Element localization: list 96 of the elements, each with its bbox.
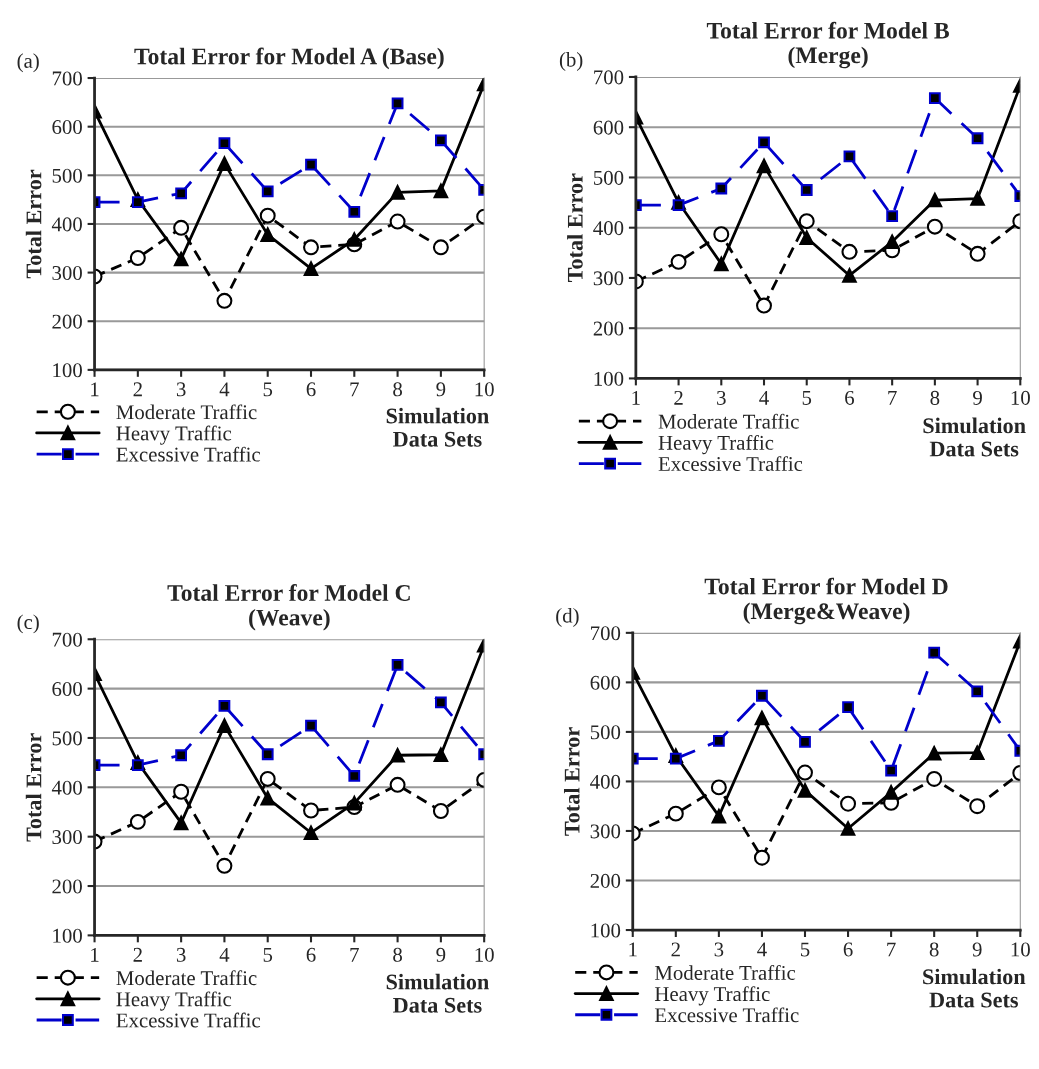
y-tick-label: 500 (52, 731, 82, 746)
x-tick-label: 3 (176, 382, 186, 397)
x-tick-label: 1 (91, 947, 99, 962)
legend-label: Heavy Traffic (658, 434, 774, 455)
chart-title: Total Error for Model A (Base) (134, 47, 444, 70)
legend-label: Moderate Traffic (116, 970, 257, 986)
y-tick-label: 400 (51, 217, 82, 232)
legend-label: Excessive Traffic (654, 1007, 799, 1023)
y-tick-label: 400 (590, 774, 621, 789)
x-axis-title: Simulation Data Sets (923, 417, 1026, 457)
x-tick-label: 4 (219, 382, 230, 397)
y-tick-label: 400 (51, 780, 82, 795)
y-tick-label: 600 (593, 120, 624, 135)
x-tick-label: 7 (350, 382, 359, 397)
x-tick-label: 4 (757, 942, 767, 957)
text: (a) (17, 53, 39, 73)
x-axis-title: Simulation Data Sets (386, 407, 489, 447)
x-tick-label: 10 (1011, 390, 1030, 405)
y-tick-label: 100 (594, 371, 624, 386)
y-tick-label: 200 (593, 321, 624, 336)
x-tick-label: 10 (1011, 942, 1030, 957)
y-tick-label: 200 (590, 873, 621, 888)
x-tick-label: 5 (802, 391, 812, 405)
legend-label: Excessive Traffic (116, 1012, 261, 1028)
x-tick-label: 6 (843, 942, 853, 957)
x-tick-label: 7 (888, 391, 897, 405)
y-tick-label: 300 (593, 271, 624, 286)
y-tick-label: 700 (594, 70, 624, 85)
x-tick-label: 6 (306, 947, 316, 962)
x-tick-label: 6 (845, 390, 855, 405)
y-tick-label: 500 (594, 170, 624, 185)
chart-title: Total Error for Model C (Weave) (167, 584, 410, 631)
x-tick-label: 8 (393, 382, 402, 397)
x-tick-label: 10 (475, 947, 494, 962)
x-tick-label: 2 (133, 382, 142, 397)
legend-label: Excessive Traffic (658, 456, 803, 472)
x-tick-label: 8 (393, 947, 402, 962)
x-tick-label: 7 (350, 947, 359, 962)
x-tick-label: 6 (306, 382, 316, 397)
x-tick-label: 1 (91, 382, 99, 397)
x-tick-label: 8 (930, 390, 940, 405)
x-tick-label: 5 (263, 382, 273, 397)
y-tick-label: 100 (53, 363, 82, 378)
legend-label: Excessive Traffic (116, 446, 261, 462)
text: (c) (17, 614, 39, 634)
y-tick-label: 300 (52, 830, 82, 845)
x-tick-label: 9 (973, 390, 982, 405)
chart-title: Total Error for Model D (Merge&Weave) (704, 577, 948, 625)
x-tick-label: 4 (219, 947, 230, 962)
y-tick-label: 500 (590, 725, 621, 740)
x-axis-title: Simulation Data Sets (923, 968, 1026, 1008)
y-tick-label: 600 (52, 120, 82, 135)
chart-title: Total Error for Model B (Merge) (706, 21, 949, 69)
y-tick-label: 100 (53, 928, 82, 943)
y-tick-label: 700 (591, 626, 621, 641)
x-tick-label: 3 (714, 942, 724, 957)
legend-label: Moderate Traffic (658, 413, 799, 429)
legend-label: Heavy Traffic (654, 986, 770, 1006)
x-tick-label: 2 (133, 947, 142, 962)
legend-label: Heavy Traffic (116, 425, 232, 445)
y-tick-label: 200 (52, 879, 82, 894)
x-tick-label: 2 (671, 942, 680, 957)
y-axis-title: Total Error (25, 169, 42, 279)
y-tick-label: 500 (52, 168, 82, 183)
y-axis-title: Total Error (567, 173, 583, 282)
x-tick-label: 4 (759, 390, 769, 405)
x-tick-label: 10 (475, 382, 494, 397)
x-tick-label: 2 (674, 390, 683, 405)
legend-label: Moderate Traffic (116, 404, 257, 420)
y-tick-label: 400 (593, 221, 624, 236)
y-tick-label: 600 (590, 675, 621, 690)
x-tick-label: 8 (929, 942, 939, 957)
y-tick-label: 700 (52, 71, 82, 86)
y-axis-title: Total Error (563, 727, 580, 836)
text: (d) (556, 608, 579, 627)
x-tick-label: 5 (263, 947, 273, 962)
y-tick-label: 200 (52, 314, 82, 329)
text: (b) (559, 52, 583, 71)
y-tick-label: 700 (52, 632, 82, 647)
y-tick-label: 300 (52, 265, 82, 281)
y-tick-label: 100 (591, 923, 621, 938)
x-tick-label: 3 (717, 390, 726, 405)
x-tick-label: 7 (887, 942, 896, 957)
x-tick-label: 9 (436, 382, 446, 397)
legend-label: Heavy Traffic (116, 991, 232, 1011)
x-tick-label: 5 (801, 942, 810, 957)
legend-label: Moderate Traffic (654, 965, 796, 980)
x-tick-label: 1 (629, 942, 637, 957)
x-tick-label: 9 (972, 942, 982, 957)
x-tick-label: 3 (176, 947, 186, 962)
y-tick-label: 300 (590, 824, 621, 839)
x-axis-title: Simulation Data Sets (386, 973, 489, 1013)
y-tick-label: 600 (52, 681, 82, 697)
x-tick-label: 1 (632, 390, 640, 405)
x-tick-label: 9 (436, 947, 446, 962)
y-axis-title: Total Error (25, 733, 42, 842)
